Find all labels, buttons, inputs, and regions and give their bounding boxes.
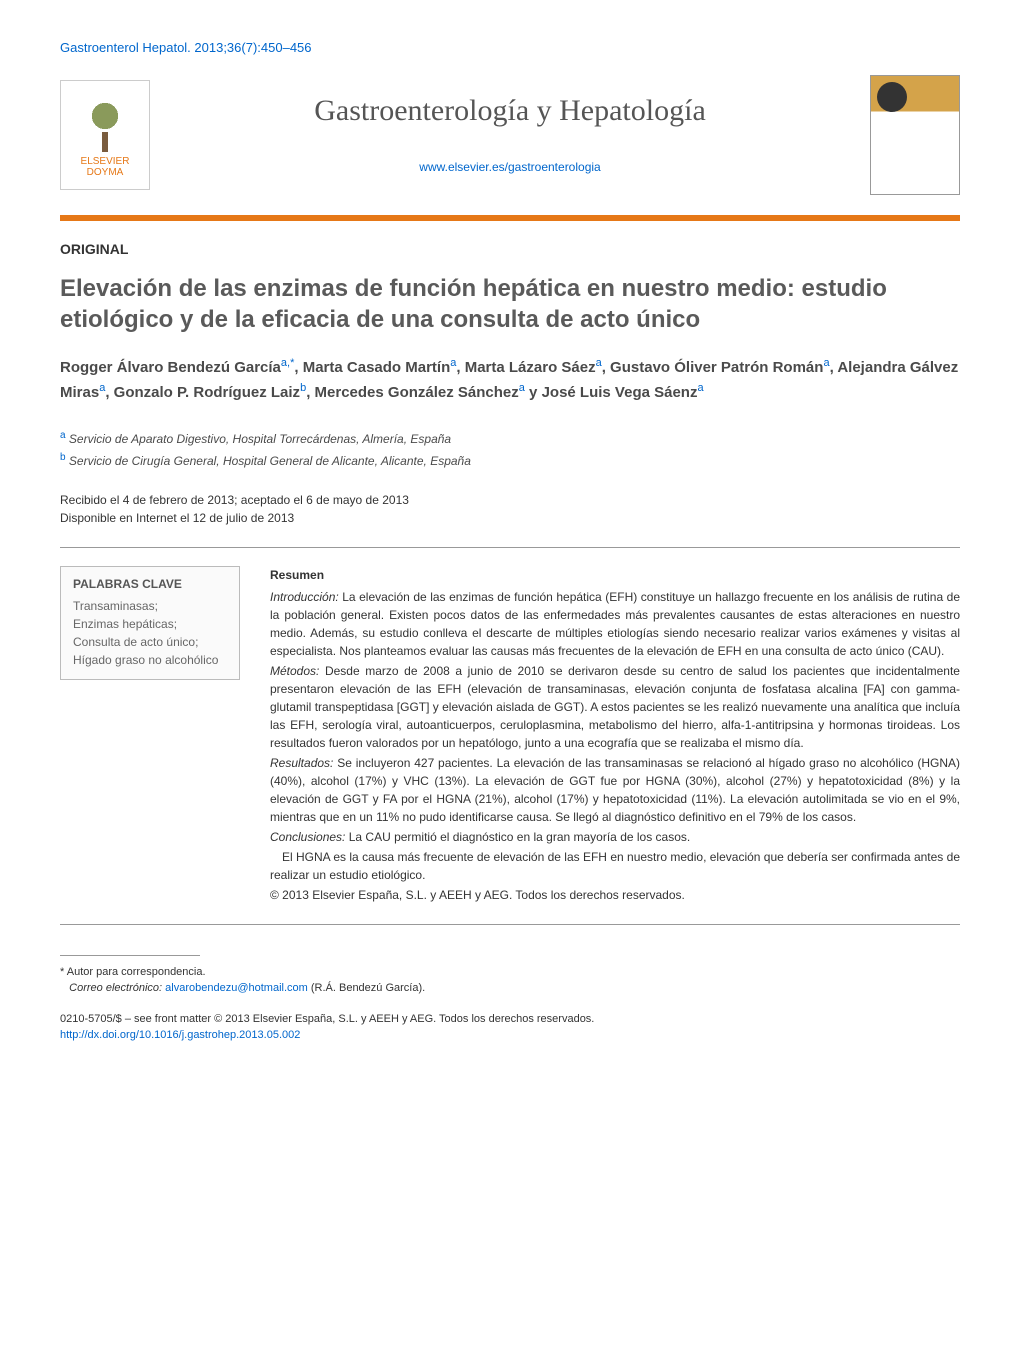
journal-header: ELSEVIER DOYMA Gastroenterología y Hepat… [60,75,960,195]
doi-link[interactable]: http://dx.doi.org/10.1016/j.gastrohep.20… [60,1029,300,1041]
methods-label: Métodos: [270,664,319,678]
intro-text: La elevación de las enzimas de función h… [270,590,960,658]
citation-link[interactable]: Gastroenterol Hepatol. 2013;36(7):450–45… [60,40,960,55]
affiliations: a Servicio de Aparato Digestivo, Hospita… [60,428,960,470]
received-accepted-date: Recibido el 4 de febrero de 2013; acepta… [60,491,960,509]
article-type: ORIGINAL [60,241,960,257]
keywords-heading: PALABRAS CLAVE [73,577,227,591]
conclusions-label: Conclusiones: [270,830,345,844]
online-date: Disponible en Internet el 12 de julio de… [60,509,960,527]
abstract-text: Resumen Introducción: La elevación de la… [270,566,960,906]
methods-text: Desde marzo de 2008 a junio de 2010 se d… [270,664,960,750]
abstract-copyright: © 2013 Elsevier España, S.L. y AEEH y AE… [270,888,685,902]
conclusions-text-2: El HGNA es la causa más frecuente de ele… [270,850,960,882]
conclusions-text-1: La CAU permitió el diagnóstico en la gra… [349,830,691,844]
corresp-label: Autor para correspondencia. [67,966,206,978]
footer: 0210-5705/$ – see front matter © 2013 El… [60,1011,960,1044]
keywords-list: Transaminasas;Enzimas hepáticas;Consulta… [73,597,227,669]
divider-rule [60,215,960,221]
abstract-heading: Resumen [270,566,960,584]
journal-cover-thumbnail [870,75,960,195]
keywords-box: PALABRAS CLAVE Transaminasas;Enzimas hep… [60,566,240,906]
results-text: Se incluyeron 427 pacientes. La elevació… [270,756,960,824]
publisher-logo: ELSEVIER DOYMA [60,80,150,190]
correspondence-footnote: * Autor para correspondencia. Correo ele… [60,964,960,997]
corresp-email-link[interactable]: alvarobendezu@hotmail.com [165,982,308,994]
abstract-area: PALABRAS CLAVE Transaminasas;Enzimas hep… [60,547,960,925]
issn-copyright: 0210-5705/$ – see front matter © 2013 El… [60,1013,594,1025]
footnote-rule [60,955,200,956]
corresp-email-suffix: (R.Á. Bendezú García). [311,982,425,994]
authors-list: Rogger Álvaro Bendezú Garcíaa,*, Marta C… [60,355,960,404]
journal-url-link[interactable]: www.elsevier.es/gastroenterologia [419,160,600,174]
journal-center: Gastroenterología y Hepatología www.else… [170,94,850,176]
article-title: Elevación de las enzimas de función hepá… [60,273,960,335]
corresp-email-label: Correo electrónico: [69,982,162,994]
journal-title: Gastroenterología y Hepatología [170,94,850,128]
corresp-mark: * [60,966,64,978]
elsevier-tree-icon [80,92,130,152]
intro-label: Introducción: [270,590,339,604]
article-dates: Recibido el 4 de febrero de 2013; acepta… [60,491,960,527]
publisher-name: ELSEVIER DOYMA [65,156,145,178]
results-label: Resultados: [270,756,333,770]
